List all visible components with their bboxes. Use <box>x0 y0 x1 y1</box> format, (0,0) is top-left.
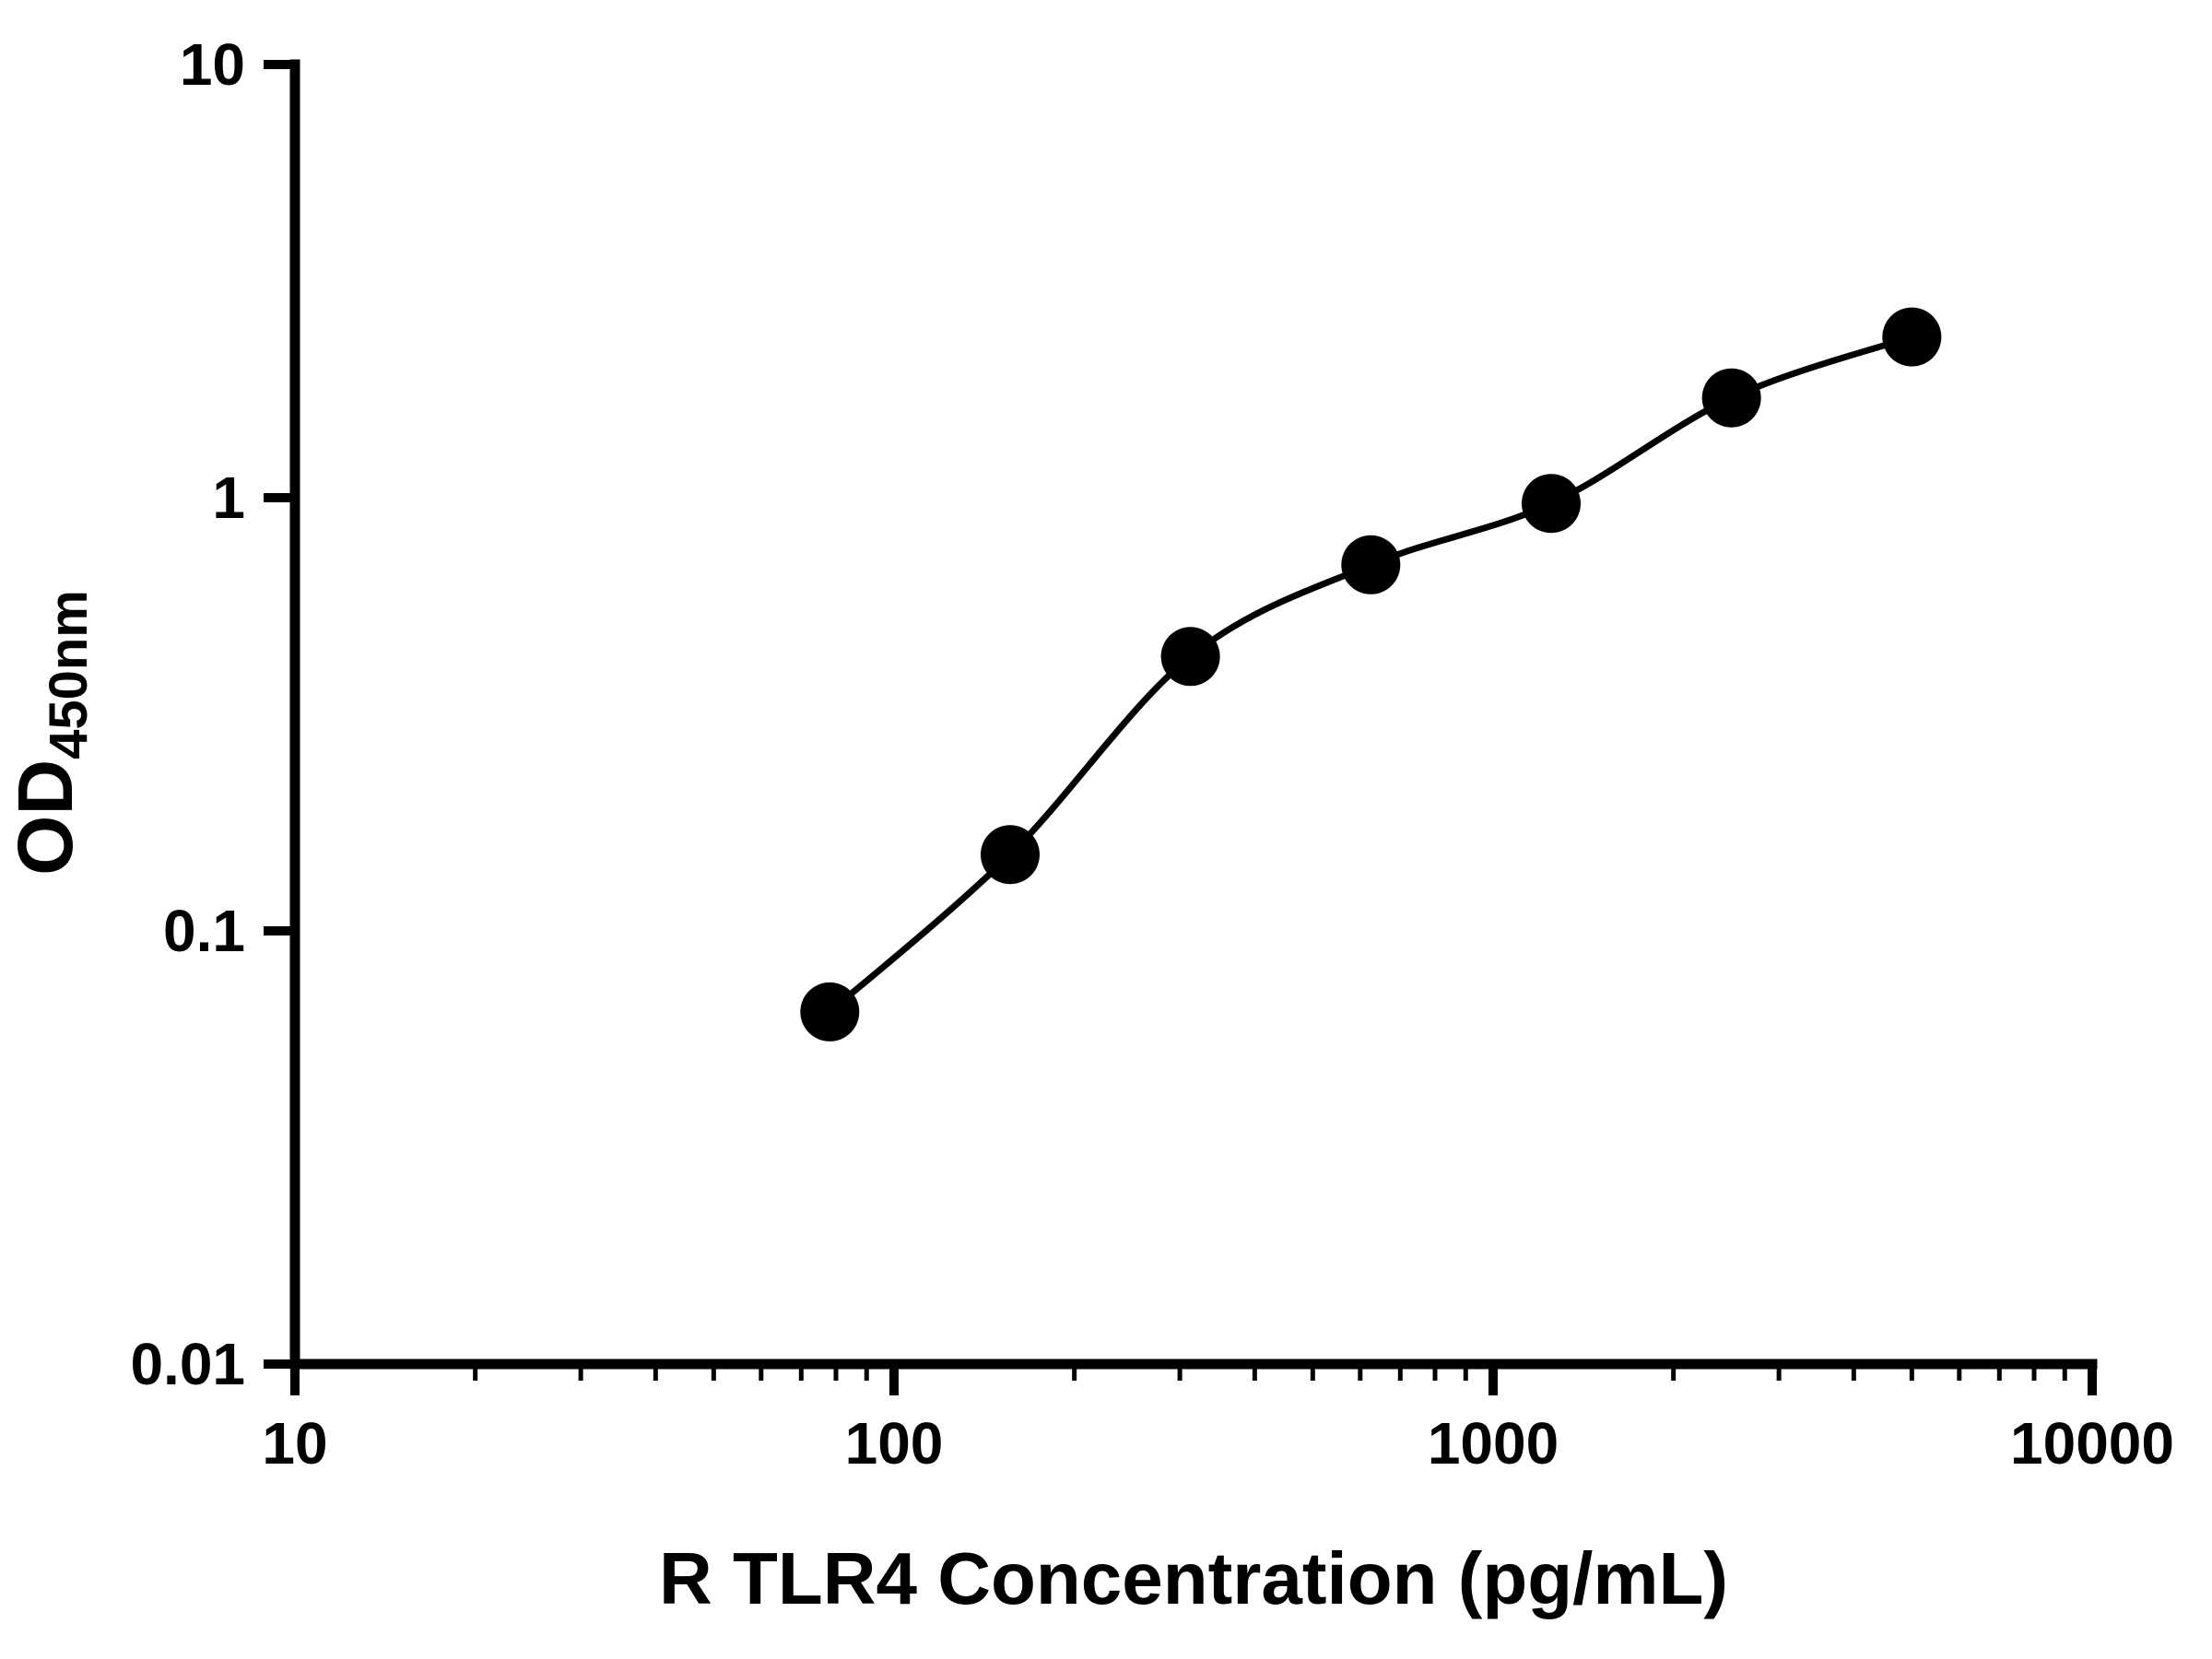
y-axis-label-subscript: 450nm <box>39 590 99 759</box>
y-axis-label: OD450nm <box>2 590 99 876</box>
x-tick-label: 10000 <box>2010 1410 2174 1477</box>
y-tick-label: 0.01 <box>130 1331 245 1397</box>
data-point <box>1160 627 1220 687</box>
y-tick-label: 0.1 <box>163 898 245 964</box>
tick-labels-group: 10 100 1000 10000 0.01 0.1 1 10 <box>130 31 2174 1477</box>
y-axis-label-main: OD <box>2 759 88 876</box>
minor-ticks-group <box>473 1364 2067 1381</box>
data-point <box>980 825 1040 885</box>
data-point <box>800 982 860 1041</box>
data-point <box>1521 474 1581 534</box>
data-point <box>1341 535 1401 594</box>
fit-curve-line <box>826 334 1915 1016</box>
x-tick-label: 100 <box>845 1410 944 1477</box>
data-points-group <box>800 307 1942 1041</box>
x-tick-label: 10 <box>262 1410 327 1477</box>
y-tick-label: 10 <box>180 31 245 98</box>
axes-group <box>289 59 2098 1370</box>
data-point <box>1701 368 1761 428</box>
x-tick-label: 1000 <box>1428 1410 1559 1477</box>
data-point <box>1882 307 1942 367</box>
x-axis-label: R TLR4 Concentration (pg/mL) <box>659 1537 1728 1619</box>
y-tick-label: 1 <box>212 465 245 531</box>
axis-lines <box>289 59 2098 1370</box>
major-ticks-group <box>264 60 2097 1395</box>
fit-curve-group <box>826 334 1915 1016</box>
